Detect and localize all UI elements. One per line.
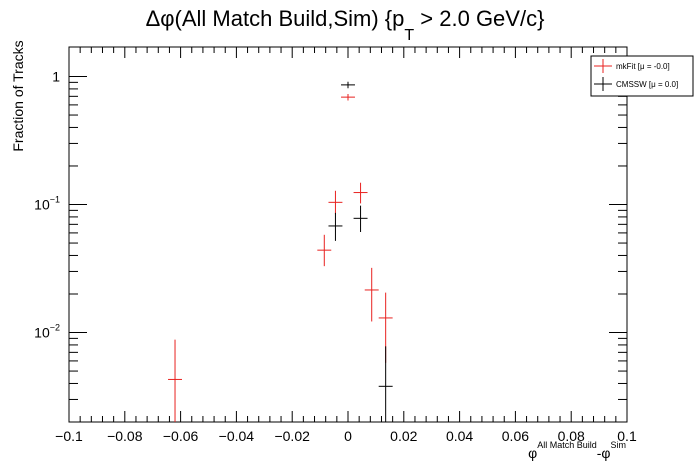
legend-label-cmssw: CMSSW [μ = 0.0] — [616, 80, 678, 89]
series-cmssw — [328, 81, 393, 422]
data-point — [353, 205, 368, 232]
y-tick-label-exponent: −2 — [50, 323, 60, 333]
x-label-sup1: All Match Build — [537, 440, 597, 450]
title-suffix: > 2.0 GeV/c} — [414, 6, 544, 31]
x-label-phi: φ — [528, 445, 537, 461]
legend-box — [590, 55, 694, 97]
x-tick-label: −0.04 — [219, 428, 255, 444]
data-point — [341, 81, 355, 89]
data-point — [378, 346, 393, 422]
x-tick-label: 0.02 — [390, 428, 417, 444]
data-point — [317, 234, 332, 267]
data-point — [364, 267, 379, 322]
x-label-sup2: Sim — [611, 440, 627, 450]
axis-ticks — [68, 47, 628, 423]
x-tick-label: 0 — [344, 428, 352, 444]
title-prefix: Δφ(All Match Build,Sim) {p — [146, 6, 405, 31]
y-tick-label-base: 1 — [52, 69, 60, 85]
x-axis-label: φAll Match Build-φSim — [528, 440, 626, 461]
y-tick-label: 10−1 — [34, 195, 60, 213]
y-tick-label-base: 10 — [34, 325, 50, 341]
x-tick-label: 0.06 — [502, 428, 529, 444]
data-points — [168, 81, 393, 422]
legend: mkFit [μ = -0.0] CMSSW [μ = 0.0] — [590, 55, 694, 97]
chart-title: Δφ(All Match Build,Sim) {pT > 2.0 GeV/c} — [146, 6, 545, 44]
data-point — [168, 339, 182, 422]
legend-label-mkfit: mkFit [μ = -0.0] — [616, 62, 670, 71]
y-axis-label: Fraction of Tracks — [10, 40, 26, 151]
data-point — [328, 190, 343, 215]
y-tick-label: 1 — [52, 69, 60, 85]
y-tick-label-base: 10 — [34, 197, 50, 213]
y-tick-labels: 110−110−2 — [34, 69, 60, 341]
title-subscript: T — [404, 27, 414, 44]
y-tick-label: 10−2 — [34, 323, 60, 341]
x-tick-label: −0.1 — [55, 428, 83, 444]
x-tick-label: 0.1 — [617, 428, 637, 444]
y-tick-label-exponent: −1 — [50, 195, 60, 205]
data-point — [328, 212, 343, 241]
data-point — [353, 182, 368, 204]
legend-entry-cmssw: CMSSW [μ = 0.0] — [594, 77, 678, 91]
x-tick-label: −0.06 — [163, 428, 199, 444]
x-tick-label: −0.02 — [274, 428, 310, 444]
x-tick-labels: −0.1 −0.08 −0.06 −0.04 −0.02 0 0.02 0.04 0.06 0.0… — [55, 428, 637, 444]
x-tick-label: 0.04 — [446, 428, 473, 444]
x-tick-label: −0.08 — [107, 428, 143, 444]
x-tick-label: 0.08 — [558, 428, 585, 444]
data-point — [341, 93, 355, 101]
x-label-sep: -φ — [597, 445, 611, 461]
legend-entry-mkfit: mkFit [μ = -0.0] — [594, 59, 670, 73]
